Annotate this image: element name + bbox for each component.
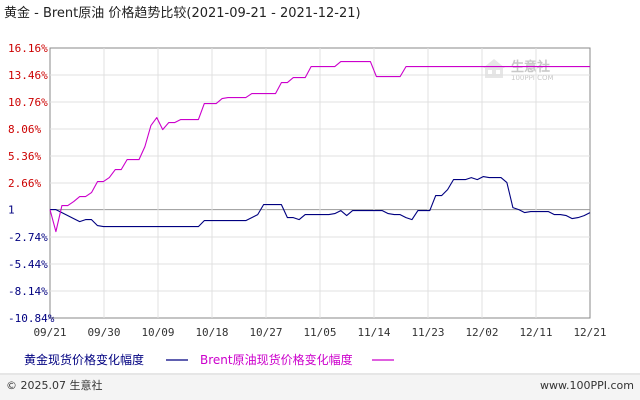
watermark-url: 100PPI.COM (511, 74, 554, 82)
x-tick-label: 12/02 (465, 326, 498, 339)
x-tick-label: 11/05 (303, 326, 336, 339)
x-tick-label: 10/09 (141, 326, 174, 339)
series-line-brent (49, 61, 590, 233)
legend-label-gold: 黄金现货价格变化幅度 (24, 352, 144, 367)
y-tick-label: 13.46% (8, 69, 48, 82)
axes: 16.16% 13.46% 10.76% 8.06% 5.36% 2.66% 1 -2.74%… (8, 42, 607, 339)
x-tick-label: 09/30 (87, 326, 120, 339)
y-tick-label: 16.16% (8, 42, 48, 55)
y-tick-label: -8.14% (8, 285, 48, 298)
y-tick-label: 5.36% (8, 150, 41, 163)
y-tick-label: -2.74% (8, 231, 48, 244)
watermark-house-icon (483, 59, 505, 78)
legend: 黄金现货价格变化幅度 Brent原油现货价格变化幅度 (24, 352, 394, 367)
series-line-gold (50, 176, 591, 228)
x-tick-label: 09/21 (33, 326, 66, 339)
y-tick-label: 8.06% (8, 123, 41, 136)
watermark: 生意社 100PPI.COM (483, 59, 554, 82)
x-tick-label: 11/14 (357, 326, 390, 339)
x-tick-label: 10/27 (249, 326, 282, 339)
y-tick-label: 10.76% (8, 96, 48, 109)
footer-background (0, 375, 640, 400)
legend-label-brent: Brent原油现货价格变化幅度 (200, 352, 353, 367)
footer-url: www.100PPI.com (540, 379, 634, 392)
y-tick-label: -5.44% (8, 258, 48, 271)
x-tick-label: 12/11 (519, 326, 552, 339)
x-tick-label: 12/21 (573, 326, 606, 339)
footer-copyright: © 2025.07 生意社 (6, 378, 102, 392)
x-tick-label: 11/23 (411, 326, 444, 339)
chart-title: 黄金 - Brent原油 价格趋势比较(2021-09-21 - 2021-12… (4, 5, 361, 21)
grid (49, 47, 591, 319)
y-tick-label: 1 (8, 204, 15, 217)
y-tick-label: -10.84% (8, 312, 55, 325)
series (49, 61, 591, 233)
y-tick-label: 2.66% (8, 177, 41, 190)
x-tick-label: 10/18 (195, 326, 228, 339)
footer: © 2025.07 生意社 www.100PPI.com (0, 373, 640, 400)
